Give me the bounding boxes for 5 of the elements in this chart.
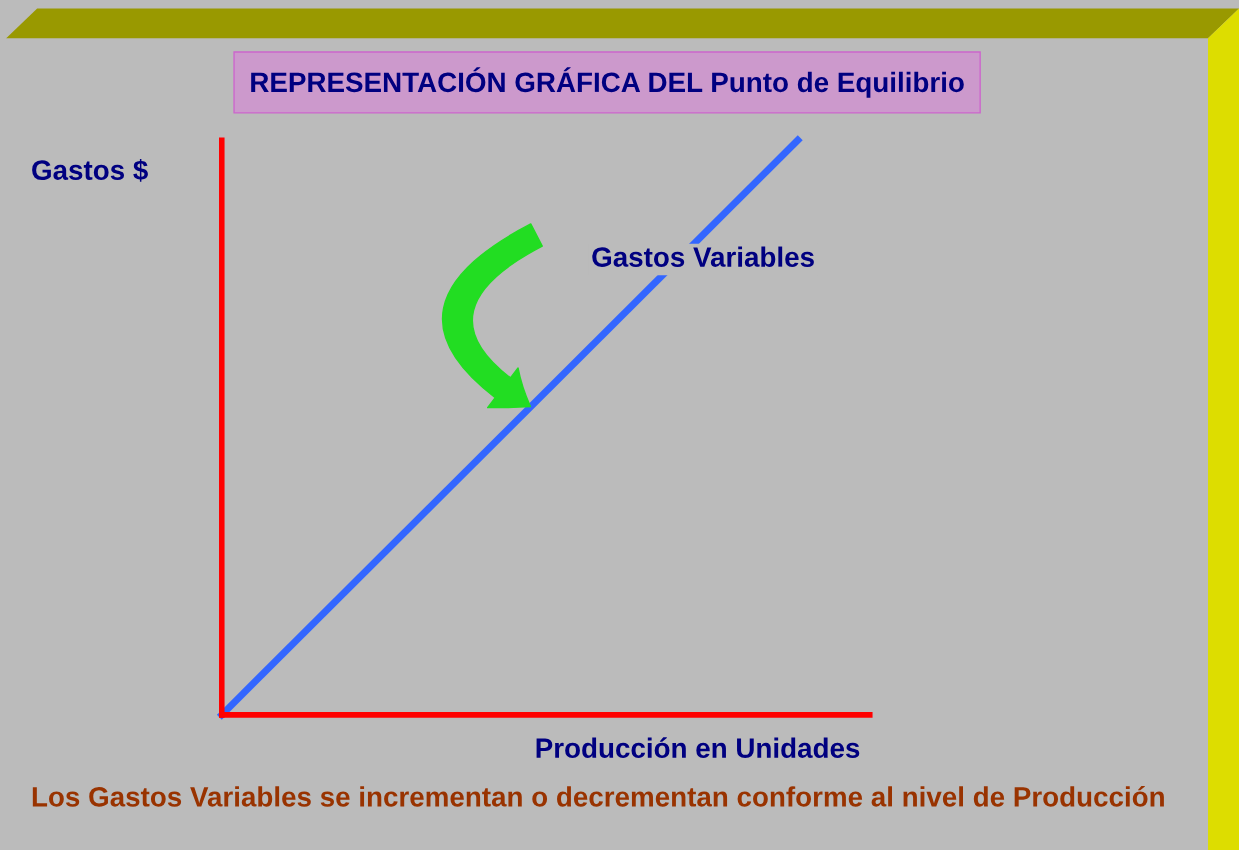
y-axis-title: Gastos $ (32, 159, 148, 182)
text: Los Gastos Variables se incrementan o decrementan conforme al nivel de Producción (32, 786, 1164, 807)
series-label: Gastos Variables (592, 246, 814, 267)
chart-title: REPRESENTACIÓN GRÁFICA DEL Punto de Equilibrio (251, 67, 964, 98)
x-axis-title: Producción en Unidades (536, 737, 860, 759)
